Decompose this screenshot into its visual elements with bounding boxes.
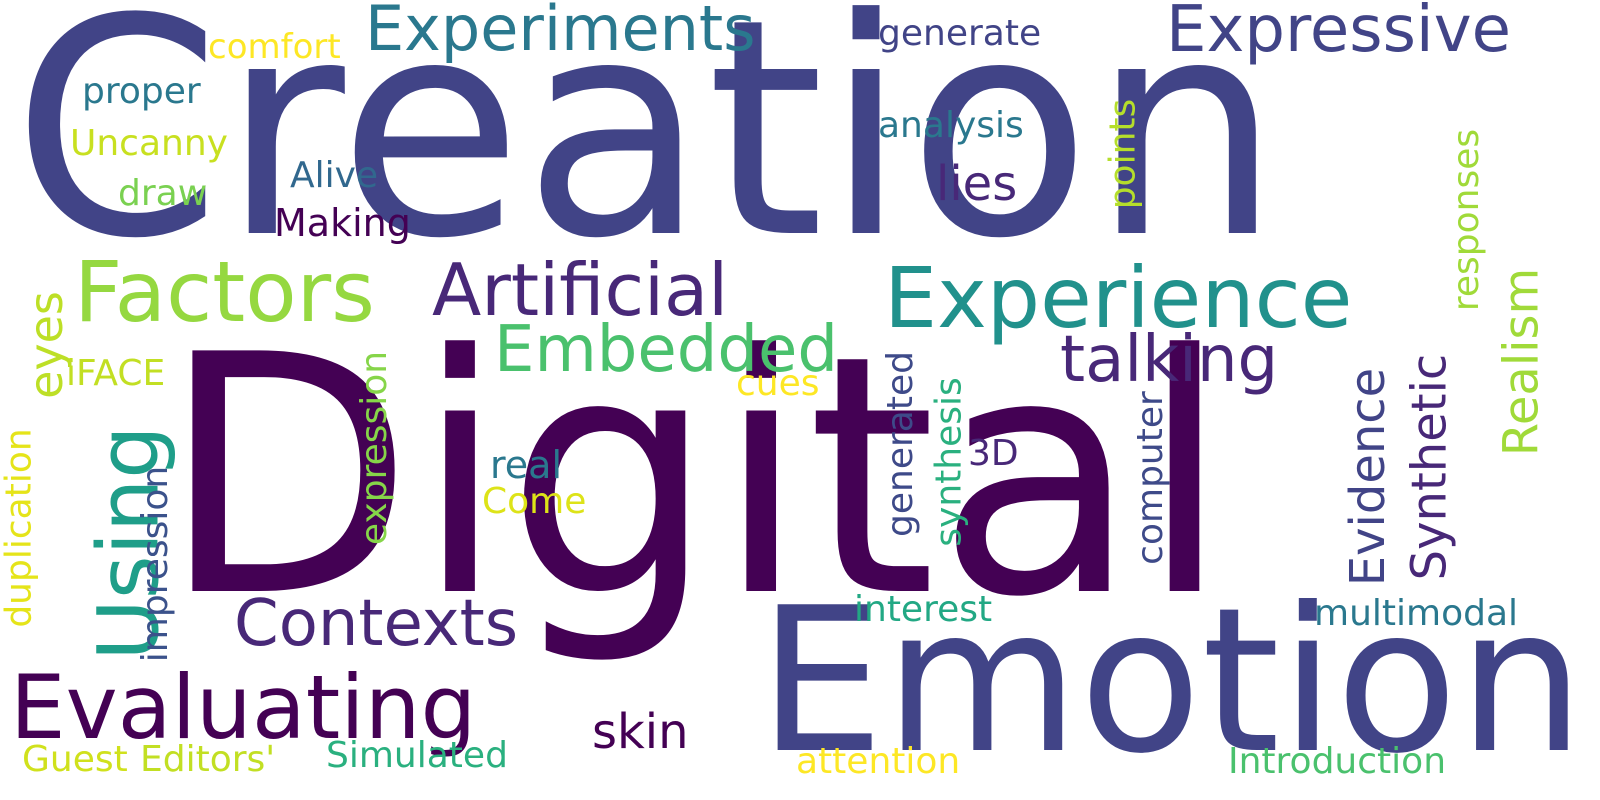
word-draw: draw [118, 173, 208, 214]
word-contexts: Contexts [234, 587, 519, 661]
word-talking: talking [1060, 323, 1279, 397]
word-iface: iFACE [66, 353, 166, 394]
word-evidence: Evidence [1340, 367, 1397, 587]
word-making: Making [274, 201, 411, 245]
word-generate: generate [878, 13, 1042, 54]
word-3d: 3D [968, 433, 1019, 474]
word-embedded: Embedded [494, 313, 839, 387]
word-factors: Factors [74, 243, 375, 341]
word-come: Come [482, 481, 587, 522]
word-alive: Alive [290, 155, 379, 196]
word-creation: Creation [12, 0, 1282, 304]
word-experience: Experience [884, 249, 1353, 347]
word-duplication: duplication [0, 428, 40, 628]
word-experiments: Experiments [365, 0, 756, 65]
word-cues: cues [736, 363, 820, 404]
word-expression: expression [354, 350, 396, 546]
word-computer: computer [1129, 391, 1171, 565]
word-introduction: Introduction [1228, 741, 1447, 782]
word-guest: Guest [22, 739, 128, 780]
word-eyes: eyes [18, 291, 73, 399]
word-proper: proper [82, 71, 201, 112]
word-points: points [1102, 98, 1144, 210]
word-emotion: Emotion [758, 565, 1585, 798]
word-simulated: Simulated [326, 735, 508, 776]
word-real: real [490, 443, 563, 487]
word-uncanny: Uncanny [70, 123, 228, 164]
word-responses: responses [1446, 128, 1488, 312]
word-artificial: Artificial [432, 248, 729, 332]
word-impression: impression [135, 465, 177, 663]
word-generated: generated [879, 351, 921, 537]
word-multimodal: multimodal [1314, 593, 1519, 634]
word-skin: skin [592, 704, 689, 760]
word-analysis: analysis [878, 105, 1024, 146]
word-expressive: Expressive [1166, 0, 1511, 67]
word-evaluating: Evaluating [10, 656, 477, 759]
word-synthetic: Synthetic [1401, 353, 1458, 581]
word-editors: Editors' [140, 739, 276, 780]
word-attention: attention [796, 741, 961, 782]
word-realism: Realism [1493, 267, 1550, 457]
word-interest: interest [854, 589, 993, 630]
word-lies: lies [936, 156, 1018, 212]
word-digital: Digital [160, 285, 1231, 669]
word-synthesis: synthesis [928, 377, 970, 547]
word-comfort: comfort [208, 27, 341, 67]
